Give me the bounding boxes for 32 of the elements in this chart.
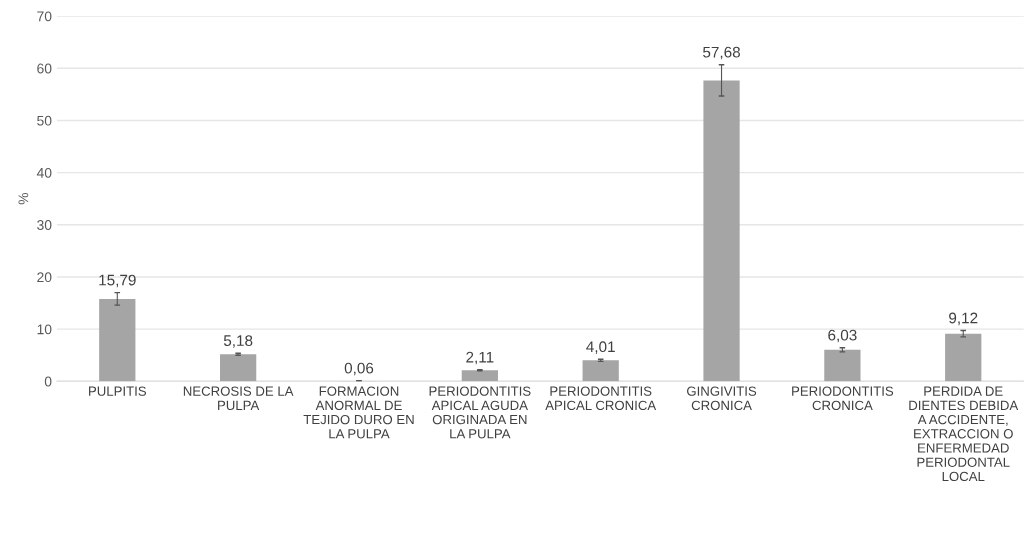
y-axis-title: % — [18, 193, 29, 205]
bar — [220, 354, 257, 382]
data-label: 6,03 — [828, 329, 857, 343]
x-tick-label: NECROSIS DE LA PULPA — [183, 386, 294, 411]
bar — [582, 360, 619, 382]
bar — [99, 298, 136, 382]
x-tick-label: PERIODONTITIS CRONICA — [792, 386, 894, 411]
y-tick-label: 50 — [37, 115, 52, 126]
x-tick-label: FORMACION ANORMAL DE TEJIDO DURO EN LA PULPA — [303, 386, 414, 439]
y-tick-label: 0 — [44, 376, 52, 387]
x-tick-label: GINGIVITIS CRONICA — [687, 386, 757, 411]
x-tick-label: PERDIDA DE DIENTES DEBIDA A ACCIDENTE, EXTRACCION O ENFERMEDAD PERIODONTAL LOCAL — [909, 386, 1019, 482]
bar — [461, 370, 498, 382]
x-tick-label: PERIODONTITIS APICAL CRONICA — [545, 386, 657, 411]
y-tick-label: 20 — [37, 272, 52, 283]
data-label: 4,01 — [586, 341, 615, 354]
x-tick-label: PULPITIS — [89, 386, 147, 396]
y-tick-label: 30 — [37, 220, 52, 230]
y-tick-label: 70 — [37, 11, 52, 22]
bar — [703, 80, 740, 382]
bar — [945, 333, 982, 382]
y-tick-label: 40 — [36, 167, 52, 178]
data-label: 9,12 — [949, 312, 978, 326]
data-label: 15,79 — [99, 274, 136, 288]
data-label: 57,68 — [703, 46, 740, 60]
y-tick-label: 60 — [37, 63, 52, 74]
x-tick-label: PERIODONTITIS APICAL AGUDA ORIGINADA EN LA PULPA — [429, 386, 531, 439]
data-label: 2,11 — [466, 351, 494, 365]
y-tick-label: 10 — [37, 324, 52, 335]
bar — [824, 349, 861, 382]
data-label: 5,18 — [223, 335, 253, 348]
data-label: 0,06 — [344, 362, 374, 376]
